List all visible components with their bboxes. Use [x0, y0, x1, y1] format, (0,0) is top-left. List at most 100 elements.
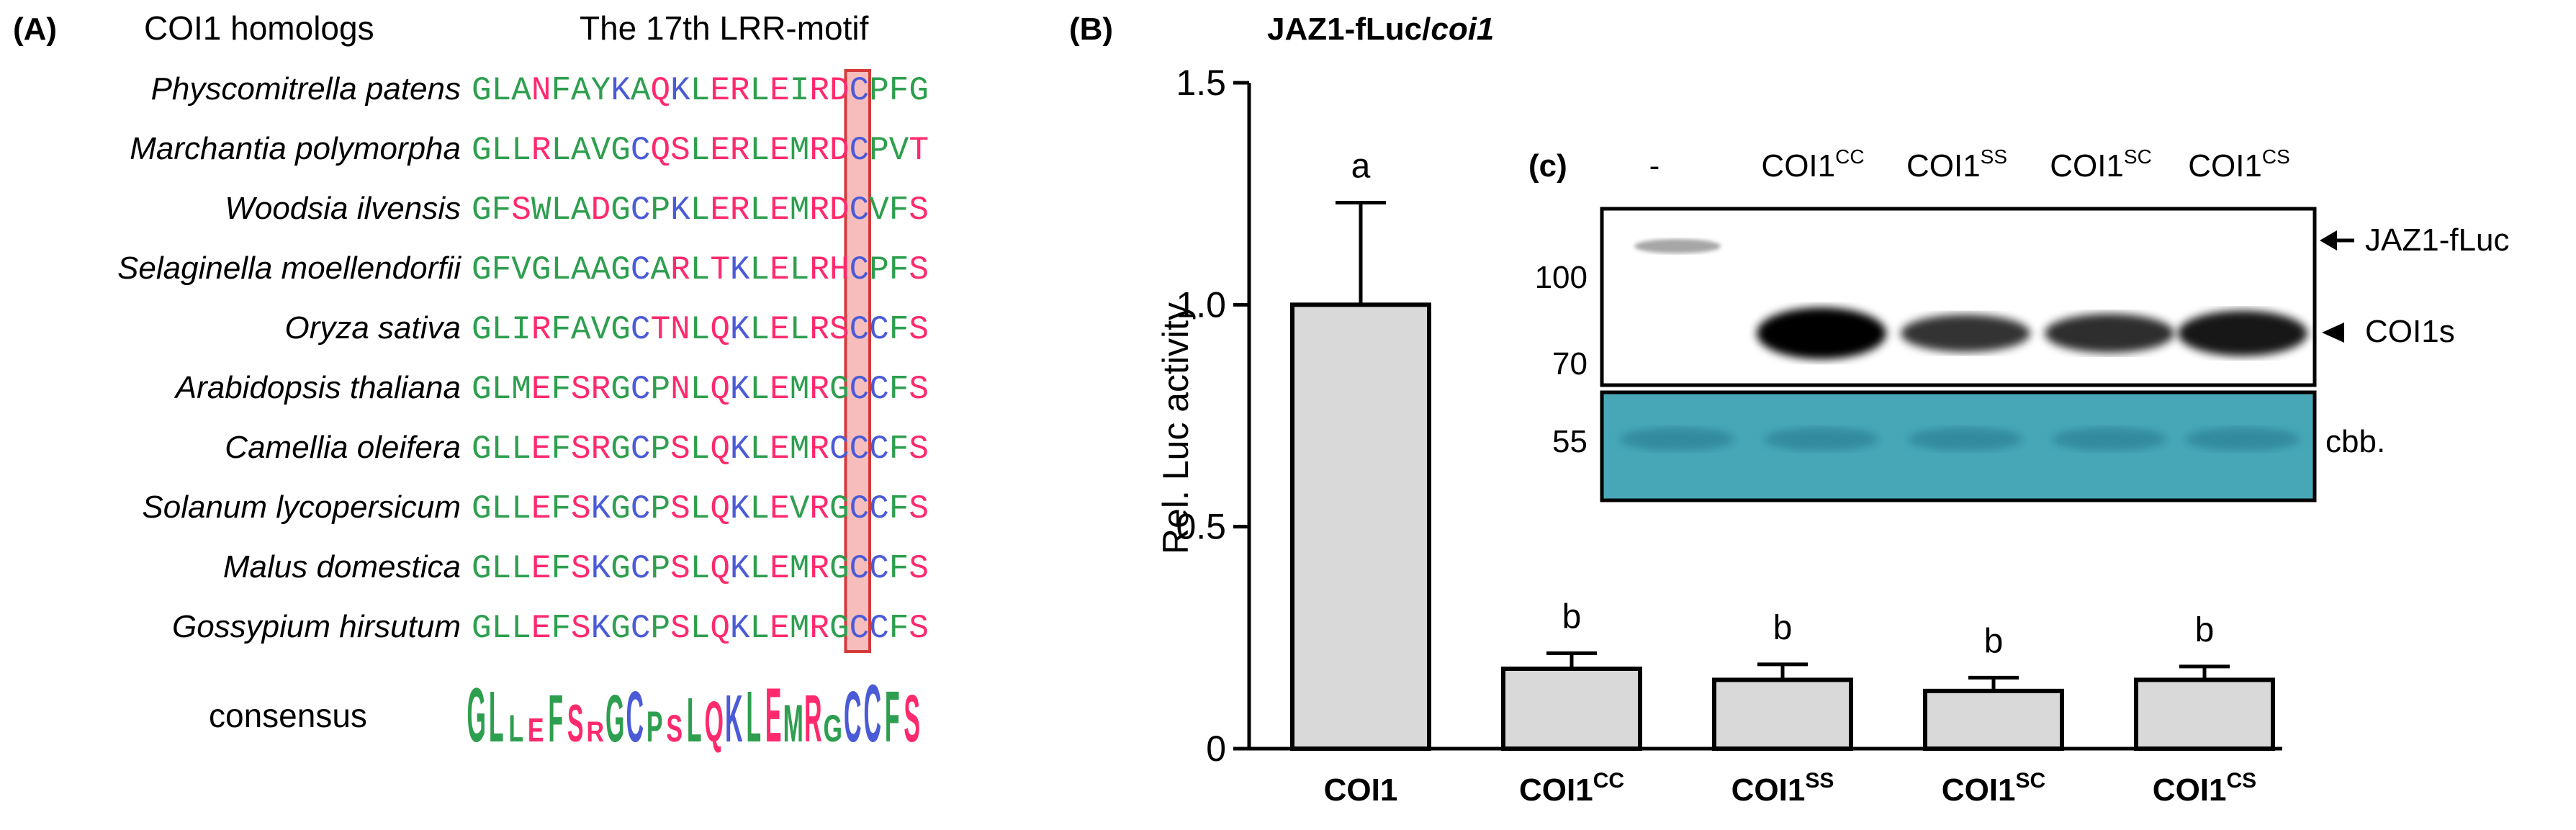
species-name: Oryza sativa: [284, 310, 461, 346]
panel-a-label: (A): [13, 12, 57, 47]
coi1-band: [1901, 314, 2030, 353]
jaz1-band: [1634, 239, 1721, 253]
chart-title: JAZ1-fLuc/coi1: [1267, 12, 1494, 47]
lane-label: COI1CS: [2188, 145, 2290, 184]
y-tick-label: 1.0: [1176, 284, 1226, 325]
logo-letter: C: [844, 676, 862, 757]
significance-letter: b: [2195, 611, 2215, 649]
y-tick-label: 1.5: [1176, 63, 1226, 103]
species-name: Selaginella moellendorfii: [117, 251, 461, 286]
bar: [1290, 302, 1431, 752]
x-category-label: COI1CS: [2153, 769, 2256, 808]
y-axis-label: Rel. Luc activity: [1156, 302, 1196, 554]
sequence: GFVGLAAGCARLTKLELRHCPFS: [472, 251, 929, 289]
sequence: GFSWLADGCPKLERLEMRDCVFS: [472, 191, 929, 229]
panel-a-header-left: COI1 homologs: [144, 9, 374, 47]
logo-letter: K: [725, 680, 743, 756]
lane-label: COI1SC: [2050, 145, 2152, 184]
alignment-row: Marchantia polymorpha GLLRLAVGCQSLERLEMRD…: [130, 131, 929, 169]
species-name: Marchantia polymorpha: [130, 131, 461, 166]
blot-bands: [1604, 239, 2312, 498]
x-categories: COI1 COI1CC COI1SS COI1SC COI1CS: [1324, 769, 2257, 808]
alignment-row: Solanum lycopersicum GLLEFSKGCPSLQKLEVRGC…: [142, 490, 929, 528]
sequence: GLANFAYKAQKLERLEIRDCPFG: [472, 72, 929, 109]
coi1-band: [2178, 310, 2307, 356]
logo-letter: L: [687, 685, 702, 754]
mw-marker-label: 55: [1552, 424, 1588, 459]
y-tick-label: 0.5: [1176, 507, 1226, 547]
species-name: Arabidopsis thaliana: [174, 370, 461, 405]
sequence: GLLEFSRGCPSLQKLEMRCCCFS: [472, 430, 929, 468]
logo-letter: F: [548, 680, 563, 756]
logo-letter: S: [567, 695, 584, 754]
alignment-row: Woodsia ilvensis GFSWLADGCPKLERLEMRDCVFS: [225, 191, 929, 229]
cbb-band: [1620, 428, 1735, 451]
x-category-label: COI1SC: [1942, 769, 2045, 808]
sequence: GLMEFSRGCPNLQKLEMRGCCFS: [472, 371, 929, 408]
logo-letter: P: [647, 703, 663, 751]
x-category-label: COI1SS: [1731, 769, 1834, 808]
logo-letter: L: [508, 708, 523, 750]
alignment-row: Oryza sativa GLIRFAVGCTNLQKLELRSCCFS: [284, 310, 929, 348]
species-name: Camellia oleifera: [225, 430, 461, 465]
alignment-row: Gossypium hirsutum GLLEFSKGCPSLQKLEMRGCCF…: [172, 609, 929, 647]
cbb-band: [1908, 428, 2023, 451]
significance-letter: b: [1562, 597, 1582, 636]
y-ticks: 0 0.5 1.0 1.5: [1176, 63, 1249, 769]
species-name: Woodsia ilvensis: [225, 191, 461, 226]
inset-label: (c): [1528, 148, 1567, 184]
x-category-label: COI1CC: [1519, 769, 1624, 808]
cbb-band: [2052, 428, 2167, 451]
logo-letter: F: [885, 676, 900, 757]
cbb-band: [2185, 428, 2300, 451]
y-tick-label: 0: [1206, 728, 1226, 769]
logo-letter: L: [746, 676, 761, 757]
species-name: Physcomitrella patens: [151, 71, 461, 107]
logo-letter: R: [804, 680, 822, 756]
jaz1-arrow-icon: [2320, 230, 2354, 251]
bars: a b b b b: [1290, 148, 2275, 752]
conserved-cysteine-highlight: [844, 69, 871, 653]
blot-upper-panel: [1600, 207, 2317, 387]
lane-label: COI1SS: [1906, 145, 2007, 184]
panel-b-bar-chart: (B) JAZ1-fLuc/coi1 Rel. Luc activity 0 0.…: [1069, 12, 2282, 808]
cbb-tint: [1604, 394, 2312, 498]
alignment-row: Physcomitrella patens GLANFAYKAQKLERLEIRD…: [151, 71, 929, 109]
coi1-band: [1757, 307, 1886, 359]
bar: [2134, 677, 2275, 752]
logo-letter: C: [626, 676, 644, 757]
sequence: GLLEFSKGCPSLQKLEMRGCCFS: [472, 610, 929, 647]
logo-letter: G: [605, 680, 624, 756]
western-blot-inset: (c) - COI1CC COI1SS COI1SC COI1CS 100 70 55 JA…: [1528, 145, 2510, 502]
lane-label: COI1CC: [1761, 145, 1864, 184]
logo-letter: E: [528, 711, 544, 749]
sequence: GLIRFAVGCTNLQKLELRSCCFS: [472, 311, 929, 348]
lane-labels: - COI1CC COI1SS COI1SC COI1CS: [1649, 145, 2290, 184]
logo-letter: Q: [705, 690, 724, 754]
mw-marker-label: 100: [1535, 260, 1588, 295]
species-name: Gossypium hirsutum: [172, 609, 461, 644]
mw-marker-label: 70: [1552, 346, 1588, 382]
logo-letter: M: [783, 695, 803, 754]
jaz1-fluc-band-label: JAZ1-fLuc: [2365, 222, 2510, 258]
logo-letter: S: [666, 708, 683, 750]
species-name: Malus domestica: [223, 549, 461, 585]
logo-letter: R: [586, 715, 604, 747]
consensus-label: consensus: [209, 697, 367, 734]
logo-letter: C: [863, 667, 881, 759]
sequence: GLLRLAVGCQSLERLEMRDCPVT: [472, 132, 929, 169]
alignment-row: Malus domestica GLLEFSKGCPSLQKLEMRGCCFS: [223, 549, 929, 587]
logo-letter: G: [467, 672, 486, 758]
panel-b-label: (B): [1069, 12, 1113, 47]
significance-letter: b: [1984, 622, 2004, 660]
bar: [1712, 677, 1853, 752]
panel-a-header-right: The 17th LRR-motif: [580, 9, 869, 47]
lane-label: -: [1649, 148, 1660, 184]
logo-letter: G: [824, 708, 842, 750]
alignment-row: Selaginella moellendorfii GFVGLAAGCARLTKL…: [117, 251, 929, 289]
significance-letter: a: [1351, 148, 1371, 186]
sequence: GLLEFSKGCPSLQKLEVRGCCFS: [472, 490, 929, 528]
cbb-band: [1764, 428, 1879, 451]
alignment-rows: Physcomitrella patens GLANFAYKAQKLERLEIRD…: [117, 71, 929, 647]
